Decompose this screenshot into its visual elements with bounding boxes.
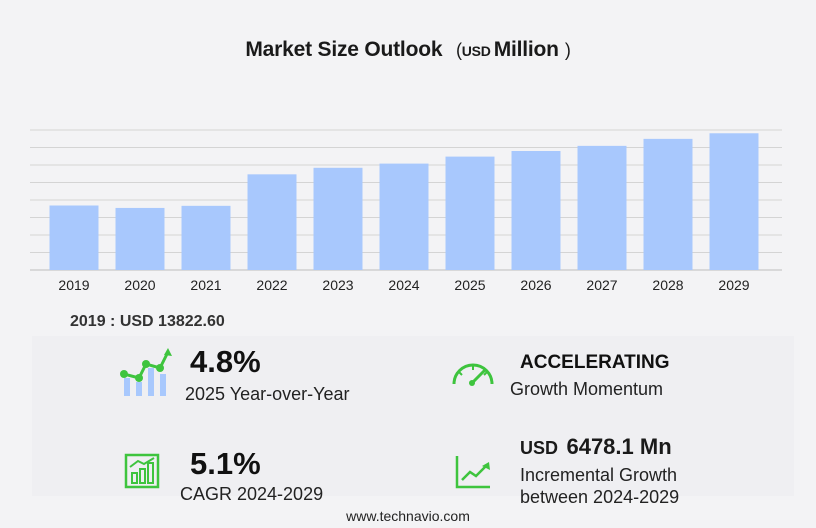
momentum-label: Growth Momentum xyxy=(510,379,664,399)
incremental-value: USD 6478.1 Mn xyxy=(520,434,672,460)
x-tick-label: 2019 xyxy=(58,277,89,293)
x-tick-label: 2024 xyxy=(388,277,419,293)
cagr-label: CAGR 2024-2029 xyxy=(180,484,324,504)
bar-2021 xyxy=(181,205,231,270)
x-tick-label: 2021 xyxy=(190,277,221,293)
incremental-label-1: Incremental Growth xyxy=(520,465,678,485)
x-tick-label: 2028 xyxy=(652,277,683,293)
bar-2028 xyxy=(643,138,693,270)
chart-title: Market Size Outlook (USD Million) xyxy=(0,38,816,62)
title-unit-open: ( xyxy=(455,40,462,60)
incremental-amount: 6478.1 Mn xyxy=(566,434,672,459)
x-tick-label: 2022 xyxy=(256,277,287,293)
yoy-label: 2025 Year-over-Year xyxy=(185,384,350,404)
base-year-value: 2019 : USD 13822.60 xyxy=(70,313,225,330)
yoy-value: 4.8% xyxy=(190,344,261,379)
title-unit-scale: Million xyxy=(493,38,559,61)
bar-2022 xyxy=(247,174,297,270)
incremental-currency: USD xyxy=(520,438,559,458)
speedometer-icon xyxy=(452,363,494,386)
momentum-value: ACCELERATING xyxy=(520,352,670,373)
bar-2019 xyxy=(49,205,99,270)
x-tick-label: 2025 xyxy=(454,277,485,293)
bar-2026 xyxy=(511,151,561,270)
bar-chart: 2019 2020 2021 2022 2023 2024 2025 2026 2027 2028… xyxy=(30,129,782,293)
bar-2029 xyxy=(709,133,759,270)
bar-2027 xyxy=(577,145,627,270)
x-tick-label: 2027 xyxy=(586,277,617,293)
bar-2024 xyxy=(379,163,429,270)
bar-growth-icon xyxy=(124,453,160,489)
x-tick-label: 2026 xyxy=(520,277,551,293)
title-unit-close: ) xyxy=(564,40,571,60)
title-main: Market Size Outlook xyxy=(245,38,443,61)
cagr-value: 5.1% xyxy=(190,446,261,481)
bar-2025 xyxy=(445,156,495,270)
x-tick-label: 2020 xyxy=(124,277,155,293)
x-tick-label: 2029 xyxy=(718,277,749,293)
trend-line-icon xyxy=(455,456,490,489)
x-tick-label: 2023 xyxy=(322,277,353,293)
footer-url: www.technavio.com xyxy=(346,508,470,524)
growth-dots-icon xyxy=(120,348,172,396)
title-unit-currency: USD xyxy=(461,43,491,59)
incremental-label-2: between 2024-2029 xyxy=(520,487,680,507)
bar-2020 xyxy=(115,207,165,270)
bar-2023 xyxy=(313,167,363,270)
